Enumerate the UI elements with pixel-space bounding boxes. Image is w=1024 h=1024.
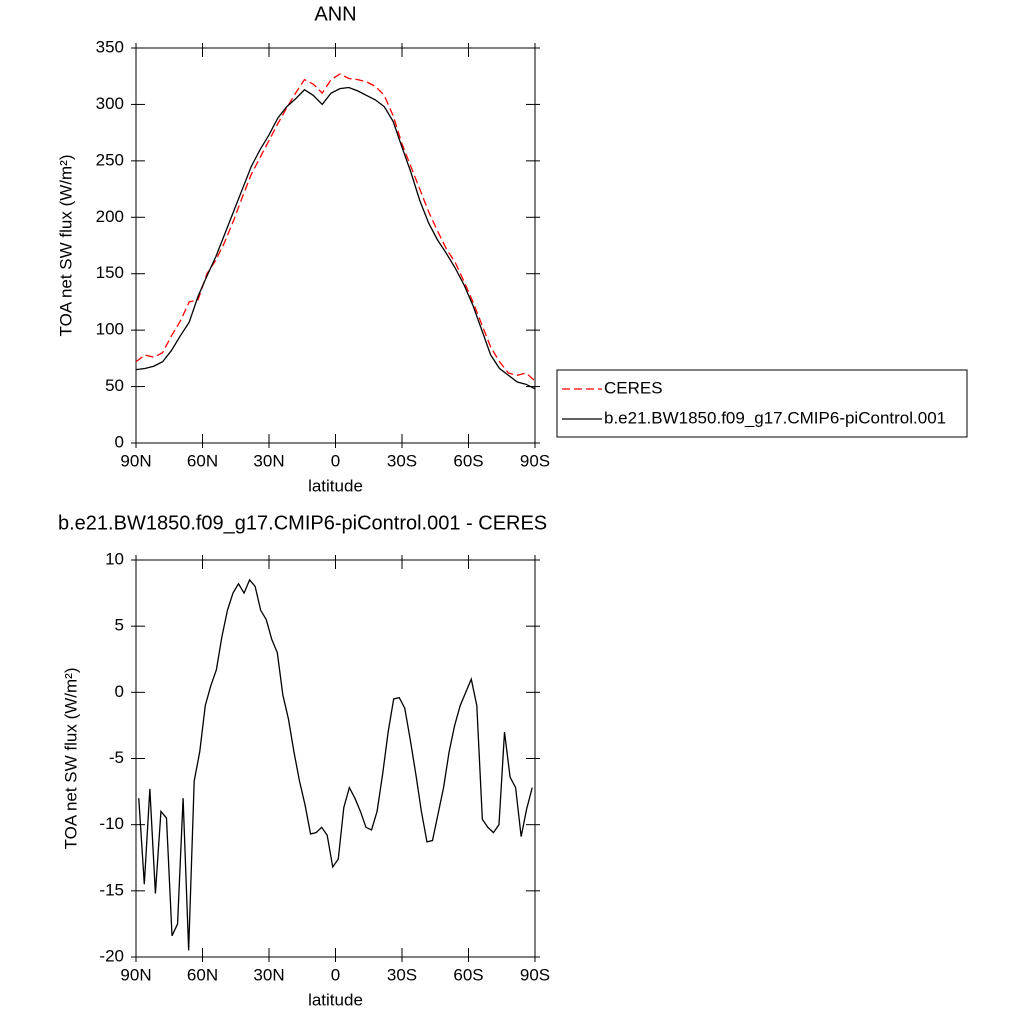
x-tick-label: 30N [253,965,284,984]
legend-box [556,369,968,438]
y-tick-label: -20 [99,946,124,965]
x-tick-label: 60N [187,451,218,470]
x-tick-label: 90S [520,451,550,470]
y-tick-label: 300 [96,94,124,113]
y-axis-label: TOA net SW flux (W/m²) [56,155,75,337]
y-tick-label: 200 [96,207,124,226]
y-tick-label: 10 [105,549,124,568]
x-tick-label: 60N [187,965,218,984]
y-tick-label: 50 [105,376,124,395]
x-tick-label: 0 [331,451,340,470]
y-tick-label: 0 [115,682,124,701]
x-axis-label: latitude [308,990,363,1009]
chart-title: b.e21.BW1850.f09_g17.CMIP6-piControl.001… [58,512,547,534]
data-line [135,73,536,382]
x-tick-label: 30S [387,451,417,470]
x-tick-label: 60S [453,451,483,470]
x-axis-label: latitude [308,476,363,495]
y-tick-label: -5 [109,748,124,767]
y-tick-label: 150 [96,263,124,282]
y-tick-label: 5 [115,616,124,635]
plot-frame [135,47,536,444]
y-tick-label: -10 [99,814,124,833]
x-tick-label: 90N [120,965,151,984]
x-tick-label: 0 [331,965,340,984]
y-tick-label: 0 [115,432,124,451]
plot-frame [135,559,536,958]
data-line [135,86,536,390]
y-tick-label: 250 [96,150,124,169]
legend-label: CERES [604,378,663,397]
x-tick-label: 30S [387,965,417,984]
y-axis-label: TOA net SW flux (W/m²) [61,668,80,850]
legend-label: b.e21.BW1850.f09_g17.CMIP6-piControl.001 [604,408,946,427]
x-tick-label: 60S [453,965,483,984]
y-tick-label: -15 [99,880,124,899]
y-tick-label: 100 [96,320,124,339]
x-tick-label: 90N [120,451,151,470]
x-tick-label: 30N [253,451,284,470]
chart-title: ANN [314,3,356,25]
y-tick-label: 350 [96,37,124,56]
x-tick-label: 90S [520,965,550,984]
data-line [138,578,533,951]
